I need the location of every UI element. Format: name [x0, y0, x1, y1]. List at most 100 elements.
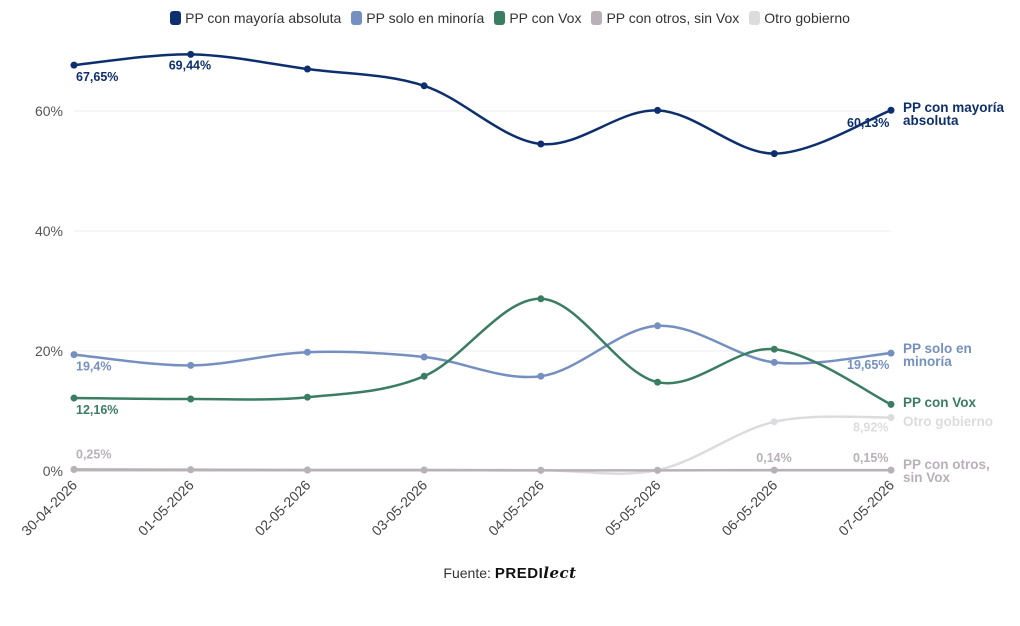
data-point: [303, 348, 311, 356]
data-point: [420, 82, 428, 90]
series-end-label: Otro gobierno: [903, 414, 993, 429]
chart-legend: PP con mayoría absoluta PP solo en minorí…: [0, 10, 1020, 26]
data-point: [887, 400, 895, 408]
source-label: Fuente:: [443, 565, 491, 581]
data-point: [303, 393, 311, 401]
x-tick-label: 04-05-2026: [485, 477, 547, 539]
data-label: 60,13%: [847, 116, 889, 130]
data-point: [654, 466, 662, 474]
data-point: [770, 150, 778, 158]
data-point: [187, 50, 195, 58]
data-point: [187, 395, 195, 403]
data-point: [537, 295, 545, 303]
data-point: [420, 466, 428, 474]
data-label: 67,65%: [76, 70, 118, 84]
data-point: [654, 106, 662, 114]
data-label: 0,25%: [76, 448, 111, 462]
brand-script: lect: [543, 564, 577, 582]
data-label: 8,92%: [853, 420, 888, 434]
x-tick-label: 01-05-2026: [135, 477, 197, 539]
series-end-label: minoría: [903, 354, 952, 369]
data-label: 19,4%: [76, 360, 111, 374]
data-point: [654, 322, 662, 330]
data-point: [70, 466, 78, 473]
series-line: [73, 297, 892, 406]
data-point: [420, 372, 428, 380]
data-point: [187, 466, 195, 474]
series-lines: [70, 50, 895, 475]
series-line: [73, 468, 892, 472]
data-point: [537, 140, 545, 148]
brand-logo: PREDIlect: [495, 564, 577, 582]
series-group: [70, 466, 895, 474]
series-group: [70, 322, 895, 380]
data-point: [887, 106, 895, 114]
legend-item[interactable]: PP con Vox: [494, 10, 581, 26]
series-end-label: PP con Vox: [903, 395, 977, 410]
data-point: [187, 361, 195, 369]
series-line: [73, 53, 892, 155]
data-point: [654, 378, 662, 386]
data-point: [70, 394, 78, 402]
data-point: [303, 65, 311, 73]
y-axis: 0% 20% 40% 60%: [35, 103, 63, 479]
data-point: [770, 418, 778, 426]
data-point: [887, 349, 895, 357]
data-point: [770, 345, 778, 353]
legend-item[interactable]: Otro gobierno: [749, 10, 850, 26]
legend-swatch: [749, 11, 761, 25]
legend-item[interactable]: PP solo en minoría: [351, 10, 484, 26]
x-tick-label: 02-05-2026: [252, 477, 314, 539]
legend-item[interactable]: PP con otros, sin Vox: [591, 10, 739, 26]
brand-main: PREDI: [494, 565, 544, 582]
data-point: [420, 353, 428, 361]
series-end-label: absoluta: [903, 113, 959, 128]
legend-swatch: [591, 11, 603, 25]
series-end-label: PP con mayoría: [903, 100, 1005, 115]
series-end-label: sin Vox: [903, 470, 951, 485]
data-point: [70, 61, 78, 69]
source-credit: Fuente: PREDIlect: [0, 564, 1020, 582]
legend-swatch: [170, 11, 182, 25]
data-labels: 67,65% 69,44% 60,13% 19,4% 19,65% 12,16% 0,25%…: [76, 58, 889, 465]
grid-lines: [74, 110, 891, 472]
series-end-label: PP con otros,: [903, 457, 990, 472]
data-label: 19,65%: [847, 358, 889, 372]
data-point: [887, 466, 895, 474]
data-label: 69,44%: [169, 58, 211, 72]
series-group: [70, 50, 895, 158]
data-point: [537, 466, 545, 474]
legend-swatch: [494, 11, 506, 25]
legend-label: PP con otros, sin Vox: [606, 10, 740, 26]
data-point: [303, 466, 311, 474]
y-tick-label: 0%: [43, 463, 63, 479]
series-end-label: PP solo en: [903, 341, 972, 356]
x-axis: 30-04-2026 01-05-2026 02-05-2026 03-05-2026…: [18, 477, 897, 539]
y-tick-label: 40%: [35, 223, 63, 239]
series-line: [73, 324, 892, 379]
series-group: [70, 295, 895, 408]
legend-swatch: [351, 11, 363, 25]
legend-label: PP con Vox: [509, 10, 582, 26]
y-tick-label: 60%: [35, 103, 63, 119]
legend-label: PP con mayoría absoluta: [185, 10, 342, 26]
data-point: [70, 351, 78, 359]
data-point: [770, 466, 778, 474]
legend-label: PP solo en minoría: [366, 10, 485, 26]
y-tick-label: 20%: [35, 343, 63, 359]
data-point: [770, 358, 778, 366]
data-label: 0,14%: [756, 451, 791, 465]
legend-label: Otro gobierno: [764, 10, 850, 26]
legend-item[interactable]: PP con mayoría absoluta: [170, 10, 341, 26]
data-label: 12,16%: [76, 403, 118, 417]
x-tick-label: 30-04-2026: [18, 477, 80, 539]
x-tick-label: 06-05-2026: [718, 477, 780, 539]
x-tick-label: 05-05-2026: [602, 477, 664, 539]
data-label: 0,15%: [853, 451, 888, 465]
x-tick-label: 03-05-2026: [368, 477, 430, 539]
data-point: [537, 372, 545, 380]
x-tick-label: 07-05-2026: [835, 477, 897, 539]
data-point: [887, 413, 895, 421]
